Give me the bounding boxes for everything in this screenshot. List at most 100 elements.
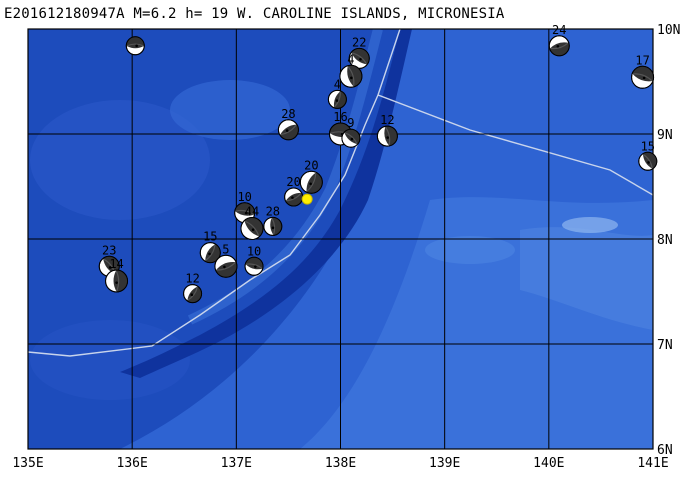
east-ridge <box>520 227 653 330</box>
beachball-outline <box>299 170 323 194</box>
beachball-nodal-plane <box>550 42 569 50</box>
trench-ridge <box>187 29 383 325</box>
beachball-axis-dot <box>647 161 650 164</box>
beachball-nodal-plane <box>306 173 317 192</box>
beachball-compression <box>113 270 128 292</box>
depth-label: 20 <box>304 158 318 172</box>
depth-label: 4 <box>347 52 354 66</box>
map-frame <box>27 28 654 450</box>
beachball-outline <box>214 254 238 278</box>
depth-label: 9 <box>347 116 354 130</box>
lat-tick-label: 8N <box>657 233 673 248</box>
focal-mechanism-3: 4 <box>339 52 363 88</box>
beachball-outline <box>548 35 570 57</box>
lon-tick-label: 139E <box>429 456 460 471</box>
depth-label: 16 <box>333 110 347 124</box>
beachball-axis-dot <box>556 44 560 48</box>
beachball-nodal-plane <box>244 220 260 236</box>
focal-mechanism-14: 15 <box>199 230 221 264</box>
beachball-axis-dot <box>359 58 362 61</box>
depth-label: 12 <box>185 272 199 286</box>
depth-label: 5 <box>222 242 229 256</box>
plate-boundary-east <box>377 94 654 196</box>
lon-tick-label: 141E <box>637 456 668 471</box>
focal-mechanism-15: 5 <box>214 242 238 278</box>
beachball-nodal-plane <box>643 154 653 169</box>
lon-tick-label: 135E <box>12 456 43 471</box>
depth-label: 4 <box>334 77 341 91</box>
focal-mechanism-1 <box>125 36 145 56</box>
lat-tick-label: 6N <box>657 443 673 458</box>
beachball-outline <box>631 65 655 89</box>
beachball-axis-dot <box>309 182 312 186</box>
depth-label: 20 <box>286 175 300 189</box>
epicenter-marker <box>301 193 313 205</box>
depth-label: 10 <box>247 244 261 258</box>
depth-label: 23 <box>102 243 116 257</box>
beachball-axis-dot <box>642 76 646 80</box>
beachball-axis-dot <box>350 76 353 80</box>
focal-mechanism-8: 12 <box>376 113 398 147</box>
beachball-outline <box>638 151 658 171</box>
lat-tick-label: 7N <box>657 338 673 353</box>
beachball-nodal-plane <box>187 286 198 301</box>
beachball-nodal-plane <box>205 244 216 261</box>
depth-label: 14 <box>109 257 123 271</box>
beachball-compression <box>126 36 145 49</box>
beachball-outline <box>199 242 221 264</box>
beachball-axis-dot <box>190 293 194 296</box>
plate-boundary <box>27 28 401 357</box>
depth-label: 22 <box>352 35 366 49</box>
focal-mechanism-20: 24 <box>548 23 570 57</box>
beachball-axis-dot <box>108 266 112 269</box>
beachball-outline <box>244 256 264 276</box>
beachball-outline <box>240 217 264 240</box>
beachball-nodal-plane <box>385 126 391 146</box>
beachball-axis-dot <box>223 265 226 269</box>
beachball-axis-dot <box>386 136 389 139</box>
trench <box>120 29 412 378</box>
graticule <box>28 29 653 449</box>
lon-tick-label: 137E <box>221 456 252 471</box>
beachball-axis-dot <box>244 211 248 215</box>
depth-label: 28 <box>281 107 295 121</box>
beachball-nodal-plane <box>246 263 263 269</box>
focal-mechanism-5: 28 <box>277 107 299 141</box>
depth-label: 15 <box>203 230 217 244</box>
beachball-axis-dot <box>271 226 275 230</box>
focal-mechanism-18: 14 <box>105 257 129 293</box>
focal-mechanism-12: 44 <box>240 205 264 240</box>
basin-patch-3 <box>30 320 190 400</box>
beachball-axis-dot <box>335 99 339 102</box>
shallow-patch-2 <box>425 236 515 264</box>
beachball-nodal-plane <box>126 43 144 47</box>
beachball-nodal-plane <box>271 218 276 235</box>
focal-mechanism-9: 20 <box>299 158 323 194</box>
beachball-axis-dot <box>254 265 257 268</box>
beachball-outline <box>376 125 398 147</box>
focal-mechanism-16: 10 <box>244 244 264 276</box>
focal-mechanism-4: 4 <box>327 77 347 109</box>
shallow-patch <box>562 217 618 233</box>
beachball-axis-dot <box>285 129 289 132</box>
beachball-outline <box>277 119 299 141</box>
depth-label: 12 <box>380 113 394 127</box>
beachball-nodal-plane <box>344 132 358 144</box>
beachball-axis-dot <box>350 137 354 141</box>
beachball-nodal-plane <box>347 66 355 86</box>
focal-mechanism-21: 17 <box>631 53 655 89</box>
beachball-outline <box>339 64 363 88</box>
lon-tick-label: 138E <box>325 456 356 471</box>
beachball-nodal-plane <box>115 270 120 292</box>
beachball-outline <box>341 128 361 148</box>
basin-patch-2 <box>170 80 290 140</box>
beachball-nodal-plane <box>334 91 341 108</box>
focal-mechanism-10: 20 <box>284 175 304 207</box>
depth-label: 10 <box>237 190 251 204</box>
beachball-outline <box>263 216 283 236</box>
beachball-axis-dot <box>135 44 138 48</box>
beachball-nodal-plane <box>235 209 254 215</box>
beachball-nodal-plane <box>351 52 367 65</box>
